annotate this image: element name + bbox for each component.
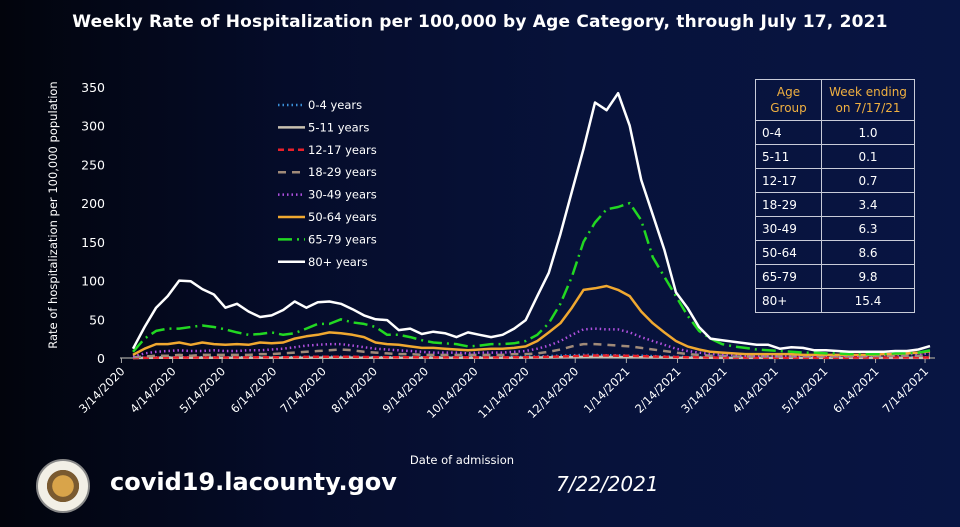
report-date: 7/22/2021	[556, 472, 659, 496]
age-group-cell: 0-4	[755, 120, 822, 145]
y-tick-label: 300	[81, 119, 105, 134]
y-tick-label: 0	[97, 351, 105, 366]
age-group-cell: 80+	[755, 288, 822, 313]
x-axis-label: Date of admission	[410, 453, 514, 467]
series-line-80plus-years	[131, 91, 931, 354]
rate-cell: 3.4	[821, 192, 915, 217]
x-tick-label: 4/14/2020	[127, 364, 179, 416]
rate-cell: 0.1	[821, 144, 915, 169]
rate-cell: 15.4	[821, 288, 915, 313]
table-row: 18-29 3.4	[755, 192, 915, 217]
x-tick-label: 3/14/2021	[678, 364, 730, 416]
age-group-cell: 12-17	[755, 168, 822, 193]
table-row: 5-11 0.1	[755, 144, 915, 169]
y-tick-label: 350	[81, 80, 105, 95]
rate-cell: 6.3	[821, 216, 915, 241]
series-line-18-29-years	[132, 342, 931, 359]
age-group-cell: 18-29	[755, 192, 822, 217]
website-url[interactable]: covid19.lacounty.gov	[110, 468, 397, 496]
legend-label: 5-11 years	[308, 120, 369, 134]
table-row: 50-64 8.6	[755, 240, 915, 265]
latest-week-table: Age Group Week ending on 7/17/21 0-4 1.0 5…	[755, 79, 915, 313]
y-tick-label: 250	[81, 157, 105, 172]
table-row: 65-79 9.8	[755, 264, 915, 289]
legend-label: 50-64 years	[308, 210, 377, 224]
x-tick-label: 7/14/2021	[880, 364, 932, 416]
table-row: 30-49 6.3	[755, 216, 915, 241]
rate-cell: 1.0	[821, 120, 915, 145]
series-line-12-17-years	[132, 354, 930, 360]
chart-title: Weekly Rate of Hospitalization per 100,0…	[72, 12, 888, 32]
x-tick-label: 11/14/2020	[475, 364, 532, 421]
legend-label: 30-49 years	[308, 188, 377, 202]
age-group-cell: 65-79	[755, 264, 822, 289]
rate-cell: 0.7	[821, 168, 915, 193]
table-row: 80+ 15.4	[755, 288, 915, 313]
x-tick-label: 4/14/2021	[729, 364, 781, 416]
y-axis-label: Rate of hospitalization per 100,000 popu…	[46, 81, 60, 348]
age-group-cell: 30-49	[755, 216, 822, 241]
y-tick-label: 50	[89, 312, 105, 327]
x-tick-label: 7/14/2020	[277, 364, 329, 416]
legend-label: 80+ years	[308, 255, 368, 269]
legend-label: 18-29 years	[308, 165, 377, 179]
la-county-seal-logo	[36, 459, 90, 513]
legend-label: 0-4 years	[308, 98, 362, 112]
x-tick-label: 2/14/2021	[632, 364, 684, 416]
x-tick-label: 12/14/2020	[525, 364, 582, 421]
x-tick-label: 5/14/2021	[779, 364, 831, 416]
x-tick-label: 6/14/2020	[228, 364, 280, 416]
table-row: 0-4 1.0	[755, 120, 915, 145]
table-header-week-ending: Week ending on 7/17/21	[821, 79, 915, 121]
x-tick-label: 1/14/2021	[581, 364, 633, 416]
rate-cell: 9.8	[821, 264, 915, 289]
legend-label: 65-79 years	[308, 232, 377, 246]
legend-label: 12-17 years	[308, 143, 377, 157]
y-tick-label: 150	[81, 235, 105, 250]
age-group-cell: 5-11	[755, 144, 822, 169]
age-group-cell: 50-64	[755, 240, 822, 265]
series-line-50-64-years	[132, 284, 931, 357]
y-tick-label: 200	[81, 196, 105, 211]
x-tick-label: 5/14/2020	[177, 364, 229, 416]
rate-cell: 8.6	[821, 240, 915, 265]
x-tick-label: 6/14/2021	[830, 364, 882, 416]
x-tick-label: 8/14/2020	[328, 364, 380, 416]
x-tick-label: 10/14/2020	[424, 364, 481, 421]
x-tick-label: 9/14/2020	[380, 364, 432, 416]
table-header-age-group: Age Group	[755, 79, 822, 121]
x-tick-label: 3/14/2020	[76, 364, 128, 416]
table-row: 12-17 0.7	[755, 168, 915, 193]
y-tick-label: 100	[81, 274, 105, 289]
series-line-65-79-years	[132, 201, 931, 356]
